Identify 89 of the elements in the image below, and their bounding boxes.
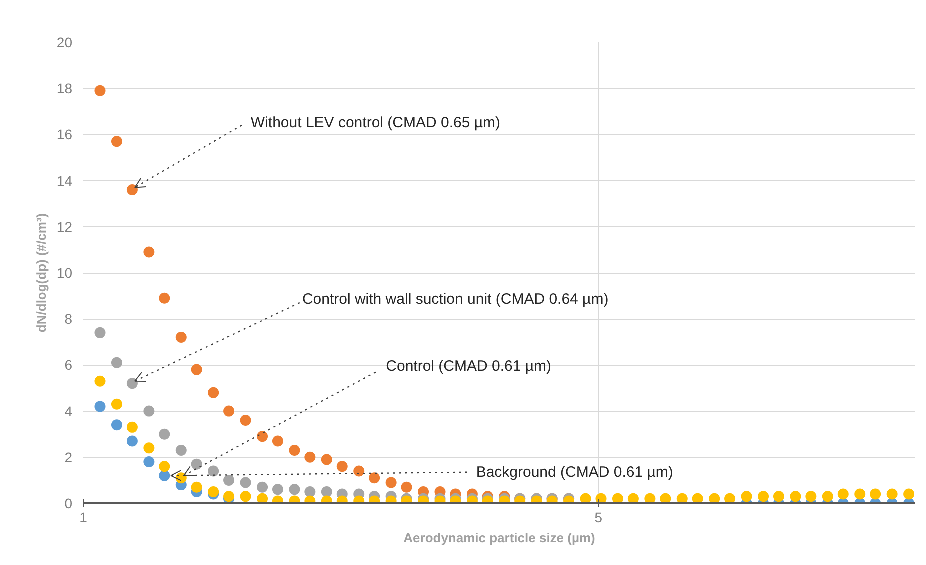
point	[336, 461, 348, 472]
point	[191, 458, 202, 470]
point	[144, 406, 155, 417]
point	[191, 364, 202, 376]
y-axis-title: dN/dlog(dp) (#/cm³)	[34, 213, 49, 333]
point	[758, 491, 770, 502]
annotation: Control (CMAD 0.61 µm)	[386, 358, 552, 376]
point	[838, 488, 849, 500]
point	[904, 488, 915, 500]
y-tick-label: 8	[64, 311, 73, 328]
point	[240, 491, 252, 502]
x-tick-label: 1	[80, 510, 88, 526]
point	[806, 491, 817, 502]
point	[94, 327, 106, 338]
point	[159, 292, 170, 304]
point	[224, 474, 235, 486]
point	[386, 477, 397, 488]
point	[870, 488, 882, 500]
point	[773, 491, 784, 502]
point	[111, 357, 122, 368]
point	[289, 484, 300, 496]
point	[257, 482, 268, 493]
point	[126, 184, 138, 196]
point	[596, 493, 607, 504]
point	[126, 422, 138, 433]
y-tick-label: 12	[56, 218, 73, 235]
point	[644, 493, 656, 504]
point	[790, 491, 802, 502]
annotation: Background (CMAD 0.61 µm)	[476, 464, 674, 481]
point	[111, 420, 122, 431]
point	[176, 332, 187, 344]
point	[628, 493, 639, 504]
point	[354, 466, 365, 477]
point	[709, 493, 720, 504]
y-tick-label: 20	[56, 34, 73, 50]
point	[272, 484, 284, 496]
point	[208, 466, 220, 477]
point	[208, 486, 220, 498]
point	[369, 472, 380, 484]
point	[111, 136, 122, 148]
point	[272, 436, 284, 447]
point	[159, 470, 170, 482]
point	[94, 401, 106, 412]
point	[126, 378, 138, 390]
point	[741, 491, 752, 502]
point	[159, 461, 170, 472]
point	[159, 428, 170, 440]
annotation: Without LEV control (CMAD 0.65 µm)	[250, 114, 500, 132]
point	[144, 456, 155, 468]
point	[692, 493, 704, 504]
point	[401, 482, 412, 493]
point	[257, 493, 268, 504]
point	[240, 415, 252, 426]
annotation: Control with wall suction unit (CMAD 0.64 µm)	[302, 291, 609, 308]
y-tick-label: 18	[56, 80, 73, 97]
point	[289, 444, 300, 456]
point	[822, 491, 834, 502]
y-tick-label: 0	[64, 496, 73, 512]
point	[191, 482, 202, 493]
point	[111, 398, 122, 410]
point	[257, 431, 268, 442]
point	[176, 444, 187, 456]
point	[724, 493, 736, 504]
point	[126, 436, 138, 447]
point	[144, 246, 155, 258]
y-tick-label: 10	[56, 265, 73, 281]
point	[304, 486, 316, 498]
point	[580, 493, 592, 504]
point	[224, 406, 235, 417]
y-tick-label: 4	[64, 403, 73, 420]
point	[304, 452, 316, 463]
point	[208, 387, 220, 398]
point	[660, 493, 672, 504]
point	[144, 442, 155, 454]
point	[321, 454, 332, 466]
point	[676, 493, 688, 504]
y-tick-label: 6	[64, 357, 73, 374]
y-tick-label: 2	[64, 449, 73, 466]
point	[240, 477, 252, 488]
x-axis-title: Aerodynamic particle size (µm)	[404, 530, 596, 546]
point	[321, 486, 332, 498]
point	[94, 85, 106, 96]
point	[94, 376, 106, 387]
y-tick-label: 16	[56, 126, 73, 143]
point	[886, 488, 898, 500]
point	[612, 493, 624, 504]
x-tick-label: 5	[594, 510, 603, 526]
y-tick-label: 14	[56, 172, 73, 189]
point	[854, 488, 866, 500]
